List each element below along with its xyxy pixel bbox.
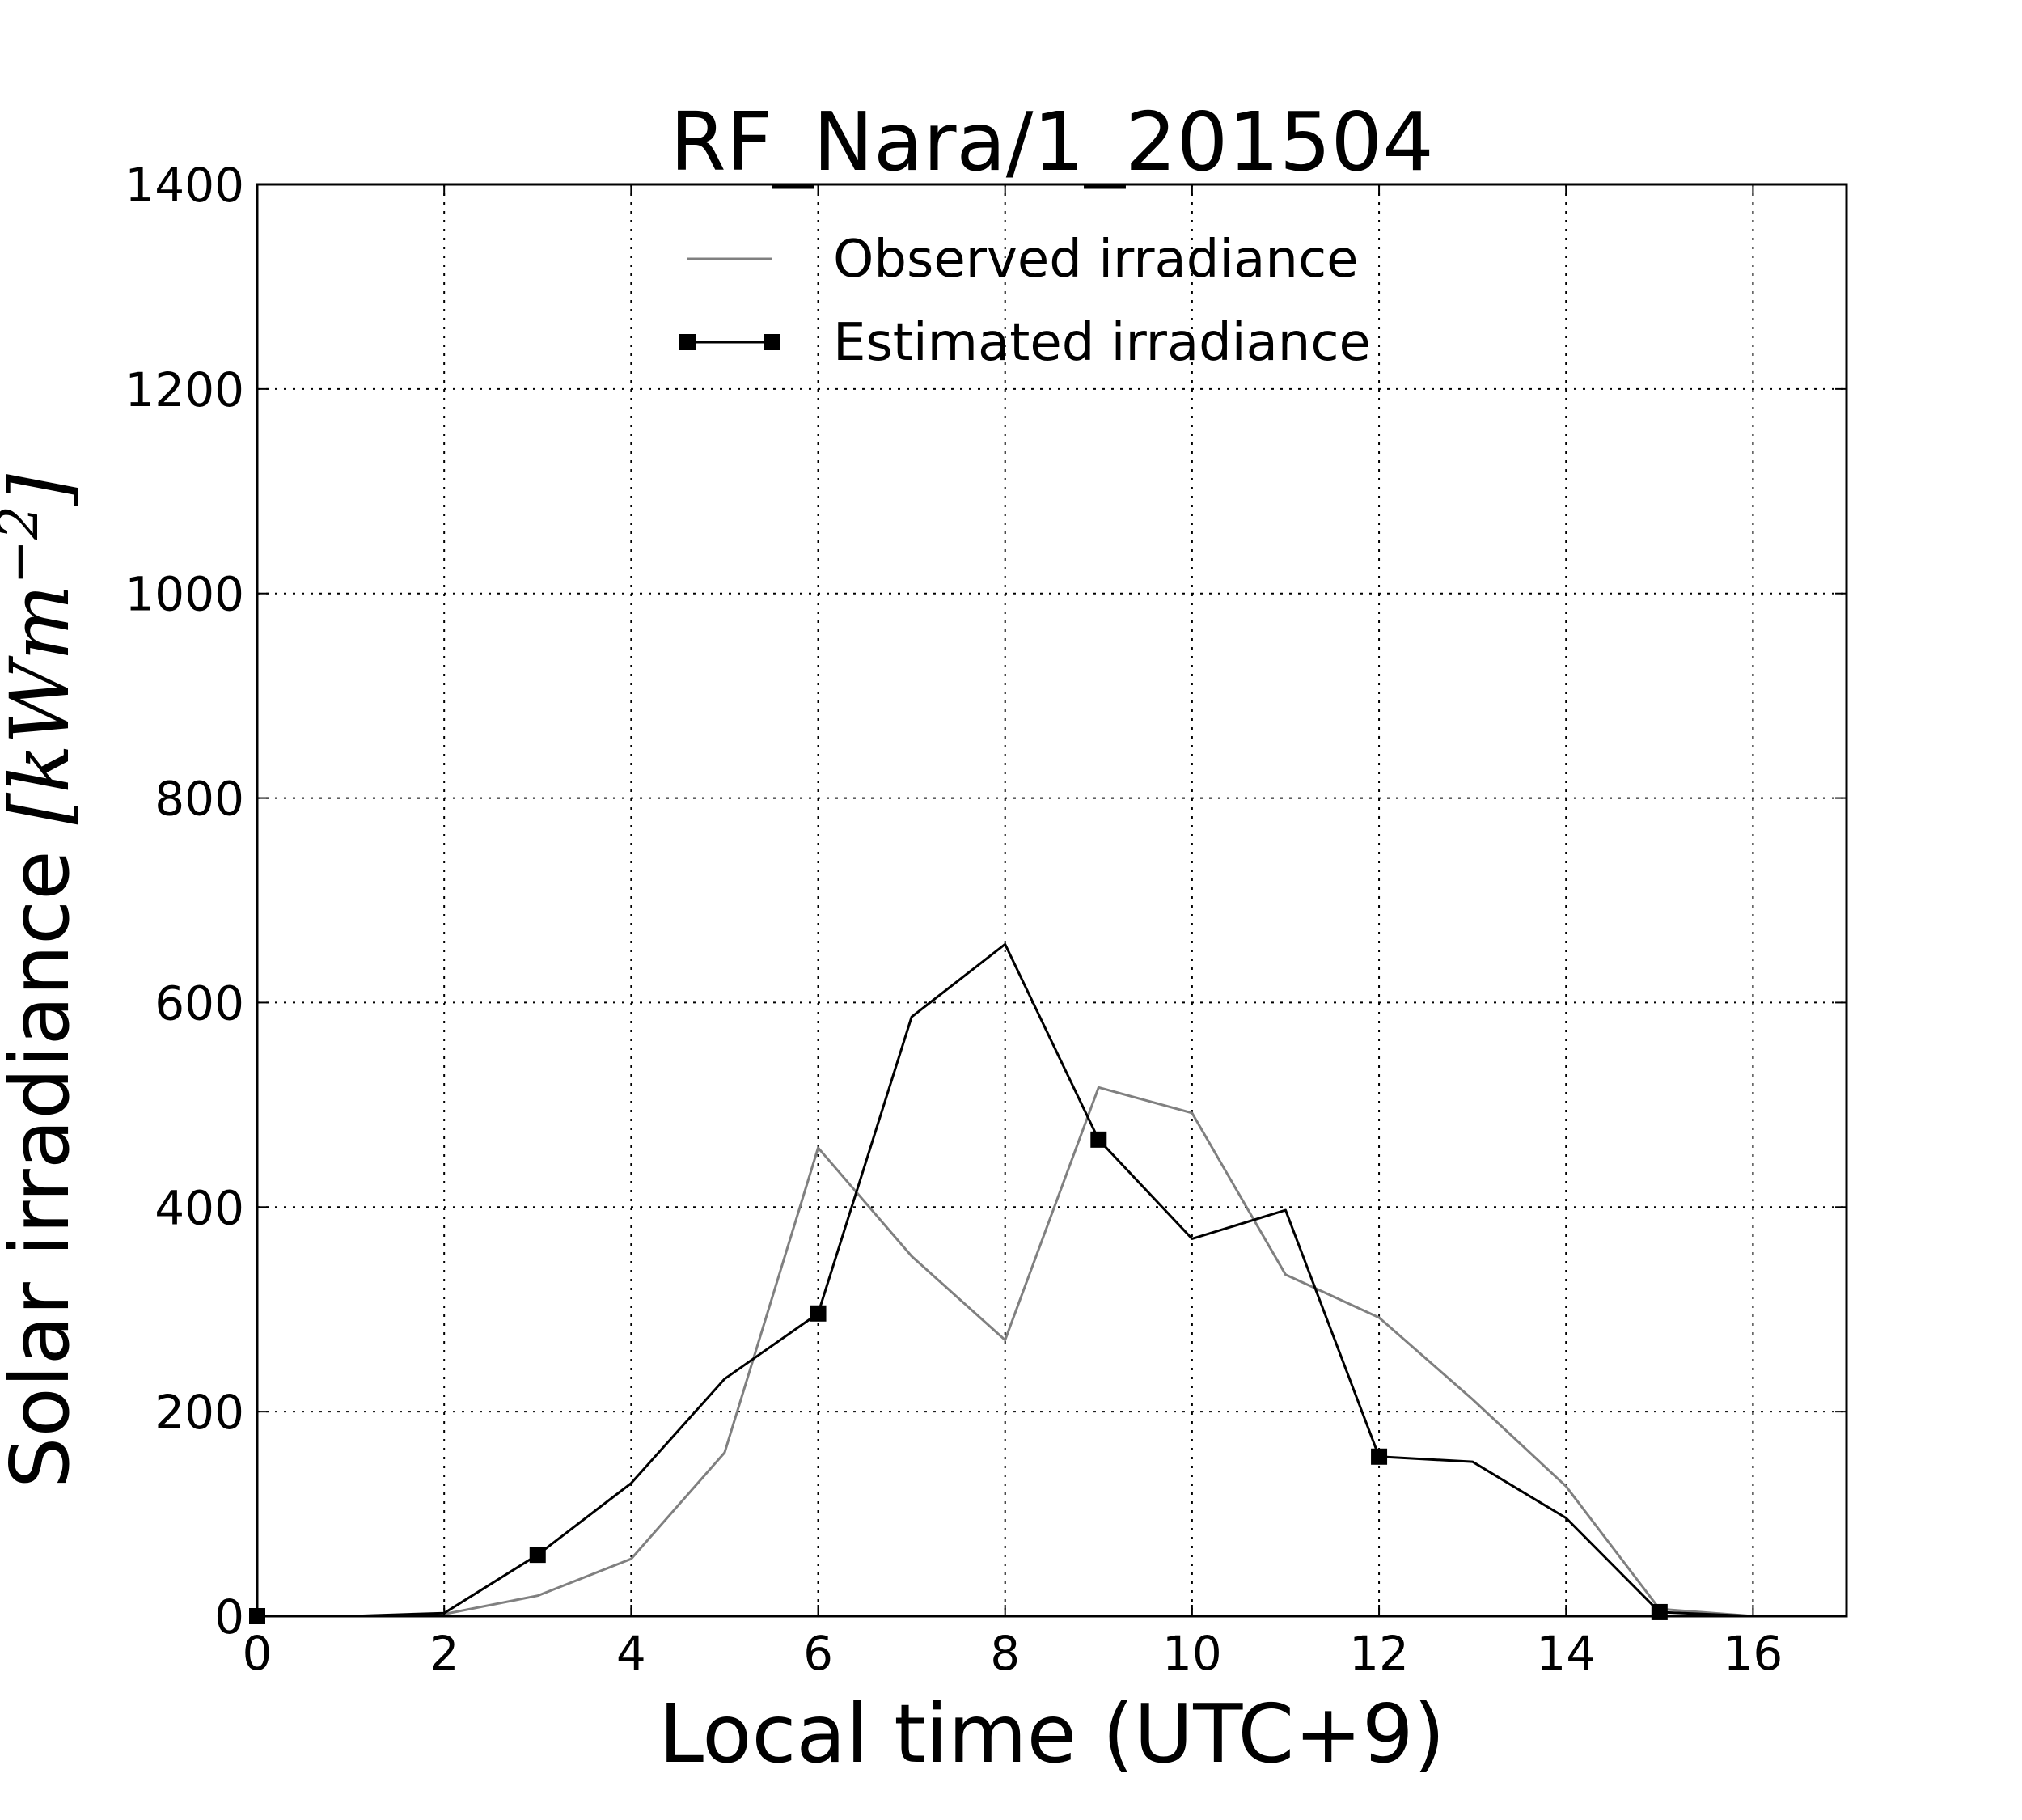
plot-frame — [256, 183, 1848, 1618]
data-point — [1651, 1603, 1668, 1620]
y-tick-label: 400 — [154, 1180, 244, 1235]
data-point — [1371, 1448, 1388, 1465]
y-tick-label: 0 — [214, 1589, 244, 1644]
x-tick-label: 16 — [1724, 1626, 1783, 1681]
y-tick-label: 600 — [154, 976, 244, 1031]
y-axis-title-text: Solar irradiance — [0, 825, 87, 1488]
series-line — [257, 1086, 1846, 1618]
x-tick-label: 6 — [803, 1626, 833, 1681]
y-axis-title: Solar irradiance [kWm−2] — [0, 473, 87, 1488]
x-tick-label: 2 — [429, 1626, 459, 1681]
data-point — [529, 1547, 546, 1564]
x-tick-label: 14 — [1536, 1626, 1596, 1681]
grid — [257, 184, 1846, 1616]
data-point — [810, 1305, 827, 1322]
ticks: 0 2 4 6 8 10 12 14 16 0 200 400 600 800 1000 1200 1400 — [125, 158, 1846, 1681]
y-axis-title-unit: [kWm — [0, 584, 87, 824]
legend-label: Observed irradiance — [833, 230, 1359, 290]
x-tick-label: 4 — [616, 1626, 646, 1681]
series-line — [257, 942, 1846, 1618]
y-axis-title-unit-exponent: −2 — [0, 506, 50, 584]
y-tick-label: 1000 — [125, 567, 244, 622]
x-axis-title: Local time (UTC+9) — [658, 1687, 1445, 1781]
x-tick-label: 8 — [990, 1626, 1020, 1681]
legend-marker — [764, 334, 780, 350]
x-tick-label: 12 — [1349, 1626, 1409, 1681]
y-axis-title-unit-close: ] — [0, 473, 87, 506]
legend-marker — [679, 334, 696, 350]
data-point — [1090, 1131, 1107, 1148]
x-tick-label: 0 — [243, 1626, 273, 1681]
y-tick-label: 800 — [154, 772, 244, 827]
legend-entry: Observed irradiance — [687, 230, 1359, 290]
y-tick-label: 200 — [154, 1385, 244, 1440]
legend-label: Estimated irradiance — [833, 313, 1371, 373]
x-tick-label: 10 — [1162, 1626, 1222, 1681]
y-tick-label: 1200 — [125, 362, 244, 417]
legend-entry: Estimated irradiance — [679, 313, 1371, 373]
series-observed — [257, 1086, 1846, 1618]
chart-title: RF_Nara/1_201504 — [670, 95, 1434, 189]
y-tick-label: 1400 — [125, 158, 244, 213]
legend: Observed irradiance Estimated irradiance — [679, 230, 1371, 373]
